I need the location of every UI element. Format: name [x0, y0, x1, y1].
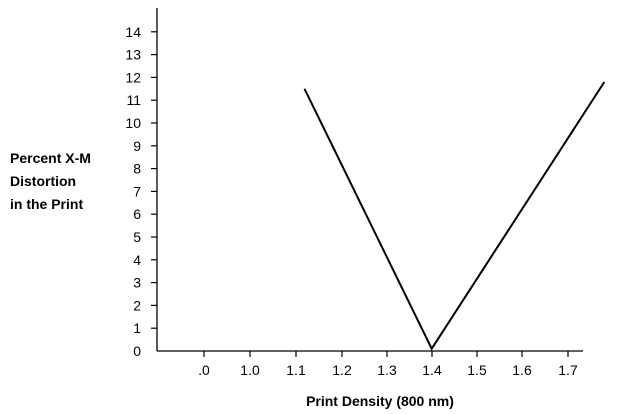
y-tick-label: 5	[133, 229, 141, 245]
y-axis-title-line-1: Percent X-M	[10, 150, 91, 166]
x-tick-label: 1.3	[377, 362, 397, 378]
y-tick-label: 7	[133, 183, 141, 199]
y-tick-label: 3	[133, 275, 141, 291]
series-lines	[303, 81, 606, 351]
x-tick-label: 1.5	[467, 362, 487, 378]
x-tick-label: 1.6	[512, 362, 532, 378]
y-tick-label: 13	[125, 47, 141, 63]
x-axis-title: Print Density (800 nm)	[306, 393, 454, 409]
y-tick-label: 0	[133, 343, 141, 359]
x-tick-label: 1.1	[286, 362, 306, 378]
y-tick-label: 10	[125, 115, 141, 131]
y-tick-label: 6	[133, 206, 141, 222]
x-axis: .0 1.0 1.1 1.2 1.3 1.4 1.5 1.6 1.7	[157, 350, 583, 378]
y-tick-label: 9	[133, 138, 141, 154]
y-axis-title-line-2: Distortion	[10, 173, 76, 189]
y-tick-label: 2	[133, 297, 141, 313]
y-axis-title-line-3: in the Print	[10, 196, 83, 212]
y-tick-label: 12	[125, 69, 141, 85]
series-line	[303, 81, 606, 351]
x-tick-label: 1.4	[422, 362, 442, 378]
x-tick-label: 1.7	[558, 362, 578, 378]
y-tick-label: 8	[133, 161, 141, 177]
y-tick-label: 1	[133, 320, 141, 336]
y-tick-label: 14	[125, 24, 141, 40]
x-tick-label: 1.0	[240, 362, 260, 378]
y-tick-label: 11	[126, 92, 141, 108]
x-tick-label: .0	[198, 362, 210, 378]
y-tick-label: 4	[133, 252, 141, 268]
x-tick-label: 1.2	[332, 362, 352, 378]
